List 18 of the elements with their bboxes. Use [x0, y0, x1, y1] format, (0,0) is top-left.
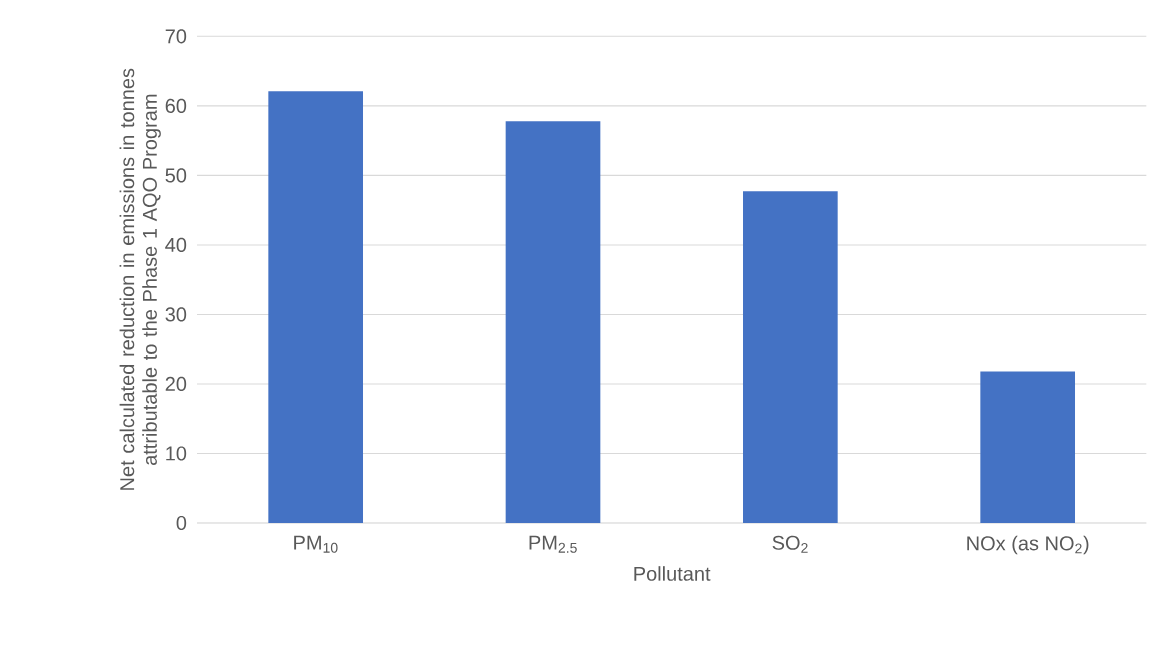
y-axis-title: Net calculated reduction in emissions in tonnes attributable to the Phase 1 AQO Program — [119, 68, 161, 490]
y-tick-label: 50 — [165, 168, 187, 183]
x-axis-title: Pollutant — [634, 566, 711, 581]
bar — [268, 91, 363, 523]
y-tick-label: 20 — [165, 376, 187, 392]
y-tick-label: 60 — [165, 98, 187, 113]
bar — [743, 191, 838, 523]
x-tick-label: NOx (as NO$_{2}$) — [967, 535, 1089, 555]
y-tick-label: 40 — [165, 237, 187, 252]
y-tick-label: 30 — [165, 307, 187, 322]
y-tick-label: 70 — [165, 29, 187, 44]
bar — [980, 371, 1076, 523]
y-tick-label: 10 — [166, 446, 187, 461]
x-tick-label: SO$_{2}$ — [772, 535, 808, 553]
x-tick-label: PM$_{10}$ — [294, 535, 338, 553]
bar — [505, 121, 601, 523]
x-tick-label: PM$_{2.5}$ — [529, 535, 577, 553]
y-tick-label: 0 — [176, 515, 187, 531]
